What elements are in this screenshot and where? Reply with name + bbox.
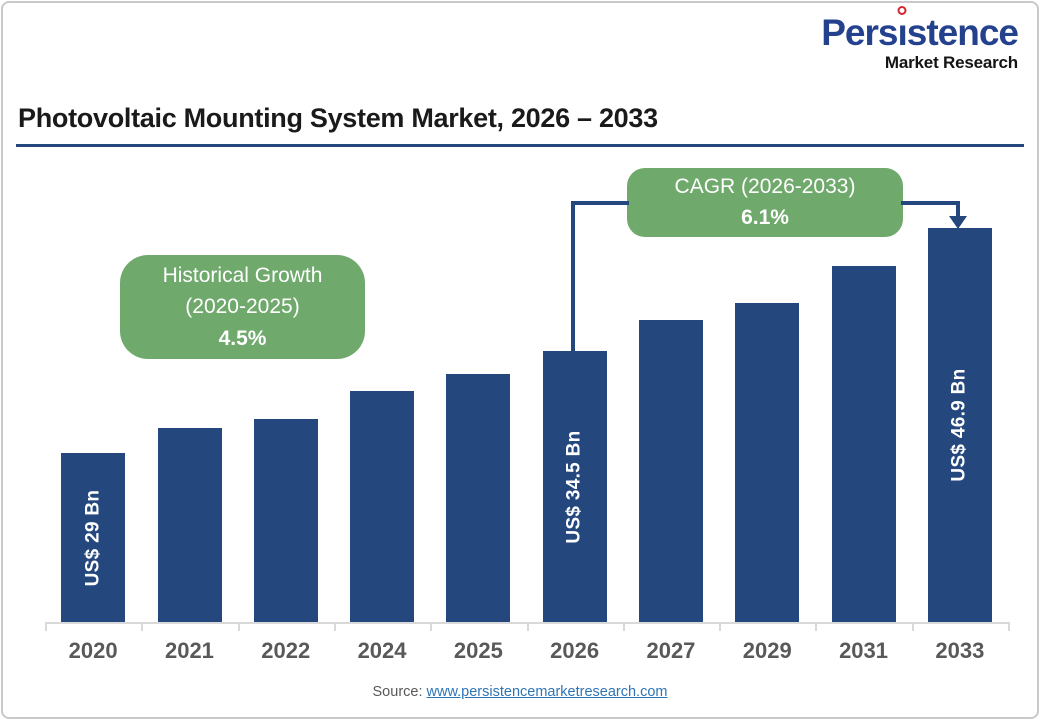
logo-dotless-i: ı xyxy=(897,12,907,53)
x-axis-label-2029: 2029 xyxy=(742,638,792,663)
logo-red-dot-icon xyxy=(897,6,907,15)
bar-2033: US$ 46.9 Bn xyxy=(927,228,992,622)
x-axis-tick xyxy=(1008,622,1010,631)
logo-letter-i: ı xyxy=(897,6,908,53)
x-axis-tick xyxy=(719,622,722,631)
x-axis-label-2031: 2031 xyxy=(839,638,889,663)
x-axis-label-2022: 2022 xyxy=(261,638,311,663)
bar-2029 xyxy=(735,303,800,622)
bar-2025 xyxy=(446,374,511,622)
x-axis-tick xyxy=(526,622,529,631)
logo-text-post: stence xyxy=(906,12,1019,53)
logo: Persı stence Market Research xyxy=(821,6,1019,72)
cagr-value: 6.1% xyxy=(741,205,789,229)
historical-growth-callout: Historical Growth (2020-2025) 4.5% xyxy=(120,255,365,359)
x-axis-tick xyxy=(622,622,625,631)
title-underline xyxy=(16,144,1024,147)
x-axis-label-2033: 2033 xyxy=(935,638,985,663)
logo-text-pre: Pers xyxy=(821,12,898,53)
bar-2024 xyxy=(350,391,414,622)
x-axis-tick xyxy=(815,622,818,631)
bar-2021 xyxy=(157,428,222,622)
bar-2027 xyxy=(638,320,703,622)
cagr-connector-right-vertical xyxy=(956,201,960,217)
x-axis-label-2026: 2026 xyxy=(550,638,600,663)
cagr-connector-left-horizontal xyxy=(571,201,629,205)
cagr-line1: CAGR (2026-2033) xyxy=(674,175,856,199)
cagr-arrow-down-icon xyxy=(949,216,967,229)
chart-title: Photovoltaic Mounting System Market, 202… xyxy=(18,103,658,133)
x-axis-tick xyxy=(430,622,433,631)
source-line: Source: www.persistencemarketresearch.co… xyxy=(0,684,1040,700)
bar-value-label-2026: US$ 34.5 Bn xyxy=(563,429,585,544)
cagr-connector-right-horizontal xyxy=(901,201,960,205)
bar-2022 xyxy=(253,419,318,622)
bar-2026: US$ 34.5 Bn xyxy=(542,351,607,622)
historical-growth-line2: (2020-2025) xyxy=(185,295,300,319)
x-axis-tick xyxy=(911,622,914,631)
cagr-connector-left-vertical xyxy=(571,201,575,351)
source-prefix: Source: xyxy=(372,684,423,700)
historical-growth-line1: Historical Growth xyxy=(162,263,323,287)
x-axis-label-2020: 2020 xyxy=(68,638,118,663)
bar-2020: US$ 29 Bn xyxy=(61,453,126,622)
cagr-callout: CAGR (2026-2033) 6.1% xyxy=(627,168,903,237)
bar-value-label-2033: US$ 46.9 Bn xyxy=(948,368,970,482)
source-link[interactable]: www.persistencemarketresearch.com xyxy=(426,684,668,700)
bar-value-label-2020: US$ 29 Bn xyxy=(82,489,104,586)
historical-growth-value: 4.5% xyxy=(218,326,267,350)
x-axis-tick xyxy=(237,622,240,631)
x-axis-label-2025: 2025 xyxy=(453,638,503,663)
x-axis-tick xyxy=(45,622,47,631)
x-axis-label-2021: 2021 xyxy=(164,638,214,663)
bar-2031 xyxy=(831,266,896,622)
logo-wordmark: Persı stence xyxy=(821,6,1019,53)
logo-subtitle: Market Research xyxy=(884,53,1018,72)
x-axis-tick xyxy=(141,622,144,631)
x-axis-label-2024: 2024 xyxy=(357,638,407,663)
x-axis-label-2027: 2027 xyxy=(646,638,696,663)
x-axis-tick xyxy=(333,622,336,631)
